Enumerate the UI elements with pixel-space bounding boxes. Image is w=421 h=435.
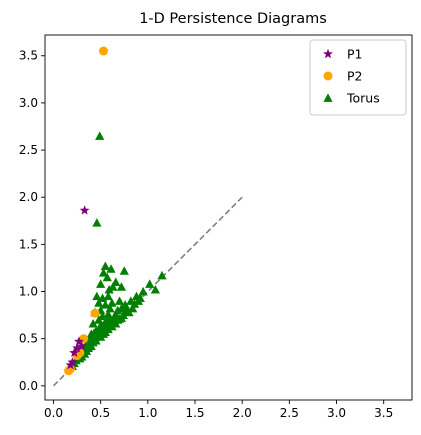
torus-point bbox=[96, 332, 106, 341]
legend-marker-p1 bbox=[323, 48, 333, 59]
p1-point bbox=[65, 359, 76, 370]
p1-point bbox=[74, 336, 84, 346]
y-tick-label: 1.0 bbox=[19, 285, 38, 299]
torus-point bbox=[105, 313, 115, 322]
torus-point bbox=[119, 266, 129, 275]
torus-point bbox=[111, 319, 121, 328]
torus-point bbox=[130, 299, 140, 308]
torus-point bbox=[116, 282, 127, 291]
p1-point bbox=[79, 205, 90, 215]
x-tick-label: 0.5 bbox=[91, 406, 110, 420]
y-tick-label: 1.5 bbox=[19, 237, 38, 251]
legend-label-p1: P1 bbox=[347, 47, 363, 62]
torus-point bbox=[98, 268, 109, 277]
torus-point bbox=[94, 324, 104, 334]
torus-point bbox=[138, 286, 148, 296]
torus-point bbox=[99, 321, 110, 331]
p1-point bbox=[69, 347, 80, 358]
x-tick-label: 1.5 bbox=[185, 406, 204, 420]
p1-point bbox=[76, 341, 87, 351]
legend-box bbox=[309, 39, 407, 116]
y-tick-label: 2.0 bbox=[19, 190, 38, 204]
torus-point bbox=[150, 285, 160, 294]
torus-point bbox=[96, 279, 106, 288]
torus-point bbox=[103, 291, 113, 301]
torus-point bbox=[100, 261, 110, 270]
torus-point bbox=[102, 272, 112, 282]
chart-title: 1-D Persistence Diagrams bbox=[139, 11, 327, 27]
legend-marker-p2 bbox=[323, 71, 333, 81]
series-p1 bbox=[65, 205, 90, 370]
y-tick-label: 3.0 bbox=[19, 96, 38, 110]
torus-point bbox=[120, 300, 130, 309]
torus-point bbox=[135, 293, 145, 303]
torus-point bbox=[89, 328, 99, 337]
p2-point bbox=[90, 308, 100, 318]
plot-area-border bbox=[44, 34, 413, 401]
torus-point bbox=[92, 218, 102, 227]
torus-point bbox=[88, 319, 98, 328]
legend-marker-torus bbox=[323, 93, 333, 102]
torus-point bbox=[107, 298, 117, 307]
p1-point bbox=[72, 342, 83, 353]
x-tick-label: 3.0 bbox=[327, 406, 346, 420]
torus-point bbox=[118, 310, 128, 320]
x-tick-label: 3.5 bbox=[374, 406, 393, 420]
legend-label-p2: P2 bbox=[347, 69, 363, 84]
p1-point bbox=[67, 357, 78, 367]
torus-point bbox=[128, 303, 138, 313]
y-tick-label: 3.5 bbox=[19, 49, 38, 63]
x-tick-label: 2.5 bbox=[280, 406, 299, 420]
torus-point bbox=[111, 309, 121, 319]
torus-point bbox=[95, 131, 105, 140]
x-tick-label: 0.0 bbox=[44, 406, 63, 420]
torus-point bbox=[91, 335, 101, 345]
tick-layer: 0.0 0.5 1.0 1.5 2.0 2.5 3.0 3.5 0.0 0.5 1.0 1.5 2.0 2… bbox=[19, 49, 393, 420]
y-tick-label: 0.5 bbox=[19, 332, 38, 346]
torus-point bbox=[92, 291, 102, 301]
torus-point bbox=[106, 264, 116, 273]
torus-point bbox=[94, 315, 104, 324]
y-tick-label: 2.5 bbox=[19, 143, 38, 157]
y-tick-label: 0.0 bbox=[19, 379, 38, 393]
torus-point bbox=[94, 298, 104, 307]
legend: P1 P2 Torus bbox=[309, 39, 407, 116]
data-points-layer bbox=[64, 46, 167, 376]
torus-point bbox=[105, 303, 115, 313]
torus-point bbox=[104, 285, 114, 294]
x-tick-label: 1.0 bbox=[138, 406, 157, 420]
legend-label-torus: Torus bbox=[346, 91, 380, 106]
axes-frame bbox=[44, 34, 413, 401]
p2-point bbox=[98, 46, 108, 56]
torus-point bbox=[145, 279, 155, 288]
torus-point bbox=[114, 296, 125, 305]
torus-point bbox=[82, 339, 93, 349]
torus-point bbox=[100, 327, 110, 337]
x-tick-label: 2.0 bbox=[233, 406, 252, 420]
torus-point bbox=[157, 270, 167, 280]
